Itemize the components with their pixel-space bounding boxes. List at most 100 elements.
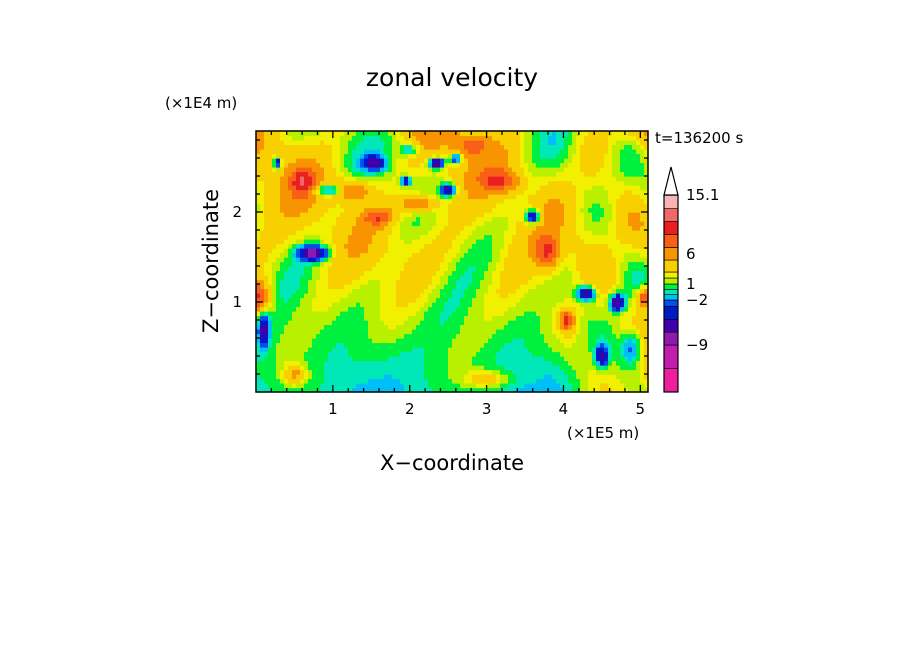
field-cell [352,302,357,308]
field-cell [360,351,365,357]
field-cell [432,248,437,254]
field-cell [532,194,537,200]
field-cell [304,198,309,204]
field-cell [416,297,421,303]
field-cell [548,212,553,218]
field-cell [452,279,457,285]
field-cell [396,248,401,254]
field-cell [336,230,341,236]
field-cell [528,284,533,290]
field-cell [280,369,285,375]
field-cell [380,239,385,245]
field-cell [304,378,309,384]
field-cell [288,302,293,308]
field-cell [280,351,285,357]
field-cell [424,203,429,209]
field-cell [344,374,349,380]
field-cell [260,239,265,245]
field-cell [280,329,285,335]
field-cell [644,257,648,263]
field-cell [512,189,517,195]
field-cell [556,329,561,335]
field-cell [568,171,573,177]
field-cell [308,320,313,326]
field-cell [292,279,297,285]
field-cell [584,239,589,245]
field-cell [276,212,281,218]
field-cell [372,365,377,371]
field-cell [272,239,277,245]
field-cell [568,360,573,366]
field-cell [524,306,529,312]
field-cell [608,365,613,371]
field-cell [604,171,609,177]
field-cell [340,306,345,312]
field-cell [580,248,585,254]
field-cell [612,311,617,317]
field-cell [280,356,285,362]
field-cell [560,374,565,380]
field-cell [616,248,621,254]
field-cell [372,261,377,267]
field-cell [408,347,413,353]
field-cell [256,302,261,308]
field-cell [380,324,385,330]
field-cell [476,329,481,335]
field-cell [384,266,389,272]
field-cell [560,203,565,209]
field-cell [516,234,521,240]
field-cell [272,311,277,317]
field-cell [420,297,425,303]
field-cell [388,234,393,240]
field-cell [260,374,265,380]
field-cell [480,230,485,236]
field-cell [380,297,385,303]
field-cell [276,180,281,186]
field-cell [520,311,525,317]
field-cell [392,221,397,227]
field-cell [404,302,409,308]
field-cell [364,284,369,290]
field-cell [540,171,545,177]
field-cell [560,261,565,267]
field-cell [560,162,565,168]
field-cell [316,324,321,330]
field-cell [460,284,465,290]
field-cell [572,338,577,344]
field-cell [572,203,577,209]
field-cell [436,342,441,348]
field-cell [364,252,369,258]
field-cell [556,374,561,380]
field-cell [428,167,433,173]
field-cell [300,167,305,173]
field-cell [412,284,417,290]
field-cell [460,203,465,209]
field-cell [300,225,305,231]
field-cell [444,288,449,294]
field-cell [508,297,513,303]
field-cell [504,302,509,308]
field-cell [348,266,353,272]
field-cell [560,320,565,326]
field-cell [412,162,417,168]
field-cell [524,171,529,177]
field-cell [644,324,648,330]
field-cell [624,248,629,254]
field-cell [368,365,373,371]
field-cell [532,162,537,168]
field-cell [468,252,473,258]
field-cell [272,320,277,326]
field-cell [408,248,413,254]
field-cell [260,194,265,200]
field-cell [372,234,377,240]
field-cell [428,261,433,267]
field-cell [376,324,381,330]
field-cell [524,189,529,195]
field-cell [344,221,349,227]
field-cell [504,329,509,335]
field-cell [344,252,349,258]
field-cell [468,374,473,380]
field-cell [608,185,613,191]
field-cell [536,324,541,330]
field-cell [516,369,521,375]
